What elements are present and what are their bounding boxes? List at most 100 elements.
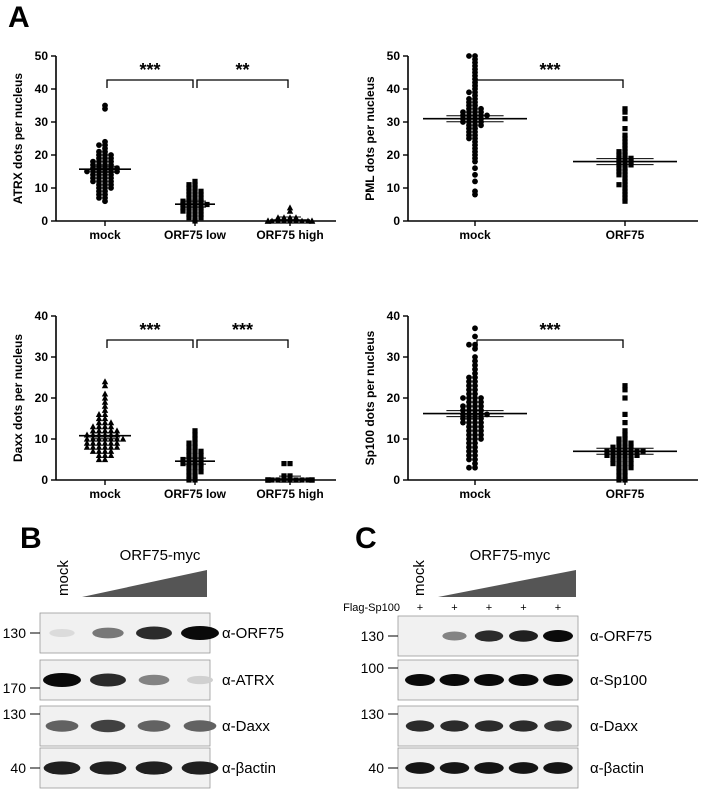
significance-label: *** bbox=[539, 320, 560, 340]
data-point bbox=[101, 394, 109, 401]
protein-band bbox=[509, 720, 538, 732]
data-point bbox=[108, 185, 114, 191]
data-point bbox=[107, 427, 115, 434]
data-point bbox=[472, 456, 478, 463]
data-point bbox=[472, 325, 478, 332]
y-tick-label: 50 bbox=[387, 49, 401, 63]
data-point bbox=[265, 477, 271, 483]
construct-label: ORF75-myc bbox=[470, 547, 551, 564]
data-point bbox=[83, 439, 91, 446]
data-point bbox=[466, 440, 472, 446]
antibody-label: α-βactin bbox=[222, 760, 276, 777]
x-tick-label: ORF75 high bbox=[256, 228, 323, 242]
data-point bbox=[101, 382, 109, 389]
x-tick-label: ORF75 high bbox=[256, 487, 323, 501]
data-point bbox=[460, 395, 466, 401]
protein-band bbox=[405, 674, 435, 686]
data-point bbox=[281, 477, 287, 483]
data-point bbox=[101, 443, 109, 450]
data-point bbox=[95, 427, 103, 434]
data-point bbox=[269, 477, 275, 483]
plus-sign: + bbox=[555, 602, 561, 614]
data-point bbox=[466, 382, 472, 389]
data-point bbox=[472, 399, 478, 405]
data-point bbox=[472, 423, 478, 430]
data-point bbox=[616, 461, 622, 467]
data-point bbox=[192, 215, 198, 221]
data-point bbox=[192, 436, 198, 442]
data-point bbox=[89, 447, 97, 454]
data-point bbox=[616, 465, 622, 471]
significance-label: ** bbox=[235, 60, 249, 80]
data-point bbox=[616, 436, 622, 442]
data-point bbox=[198, 211, 204, 217]
data-point bbox=[622, 178, 628, 184]
significance-bracket bbox=[196, 79, 289, 88]
data-point bbox=[101, 427, 109, 434]
y-tick-label: 30 bbox=[35, 350, 49, 364]
data-point bbox=[89, 443, 97, 450]
data-point bbox=[622, 175, 628, 181]
data-point bbox=[610, 444, 616, 450]
data-point bbox=[102, 105, 108, 112]
data-point bbox=[192, 456, 198, 463]
data-point bbox=[478, 436, 484, 442]
antibody-label: α-Daxx bbox=[590, 718, 638, 735]
data-point bbox=[628, 461, 634, 467]
flag-sp100-label: Flag-Sp100 bbox=[343, 602, 400, 614]
data-point bbox=[622, 465, 628, 471]
data-point bbox=[616, 172, 622, 178]
data-point bbox=[186, 205, 192, 211]
data-point bbox=[622, 182, 628, 188]
data-point bbox=[180, 461, 186, 467]
mw-marker-label: 170 bbox=[3, 680, 27, 696]
data-point bbox=[622, 432, 628, 438]
data-point bbox=[472, 370, 478, 377]
data-point bbox=[186, 452, 192, 458]
data-point bbox=[472, 358, 478, 364]
data-point bbox=[622, 469, 628, 475]
data-point bbox=[101, 398, 109, 405]
protein-band bbox=[181, 761, 219, 775]
y-axis-label: ATRX dots per nucleus bbox=[11, 73, 25, 204]
data-point bbox=[107, 439, 115, 446]
data-point bbox=[472, 366, 478, 373]
mw-marker-label: 100 bbox=[361, 660, 385, 676]
data-point bbox=[472, 460, 478, 467]
data-point bbox=[101, 447, 109, 454]
scatter-charts: 0 10 20 30 40 50 ATRX dots per nucleus mock ORF7… bbox=[11, 49, 698, 501]
data-point bbox=[107, 452, 115, 458]
data-point bbox=[622, 198, 628, 204]
data-point bbox=[616, 149, 622, 155]
data-point bbox=[622, 135, 628, 142]
data-point bbox=[622, 116, 628, 122]
data-point bbox=[472, 395, 478, 401]
chart-2: 0 10 20 30 40 Daxx dots per nucleus mock ORF75 … bbox=[11, 309, 336, 501]
data-point bbox=[198, 195, 204, 201]
data-point bbox=[472, 448, 478, 455]
y-axis-label: Daxx dots per nucleus bbox=[11, 334, 25, 462]
antibody-label: α-Sp100 bbox=[590, 672, 647, 689]
data-point bbox=[113, 443, 121, 450]
chart-0: 0 10 20 30 40 50 ATRX dots per nucleus mock ORF7… bbox=[11, 49, 336, 242]
data-point bbox=[305, 477, 311, 483]
plus-sign: + bbox=[451, 602, 457, 614]
data-point bbox=[180, 205, 186, 211]
data-point bbox=[622, 168, 628, 175]
data-point bbox=[95, 419, 103, 426]
chart-1: 0 10 20 30 40 50 PML dots per nucleus mock ORF75… bbox=[363, 49, 698, 242]
data-point bbox=[96, 195, 102, 201]
data-point bbox=[472, 158, 478, 165]
data-point bbox=[192, 218, 198, 224]
data-point bbox=[622, 411, 628, 417]
data-point bbox=[466, 374, 472, 381]
data-point bbox=[466, 378, 472, 385]
protein-band bbox=[405, 762, 435, 774]
data-point bbox=[472, 464, 478, 471]
data-point bbox=[101, 378, 109, 385]
data-point bbox=[466, 419, 472, 426]
data-point bbox=[95, 411, 103, 417]
significance-bracket bbox=[476, 339, 624, 348]
data-point bbox=[89, 427, 97, 434]
